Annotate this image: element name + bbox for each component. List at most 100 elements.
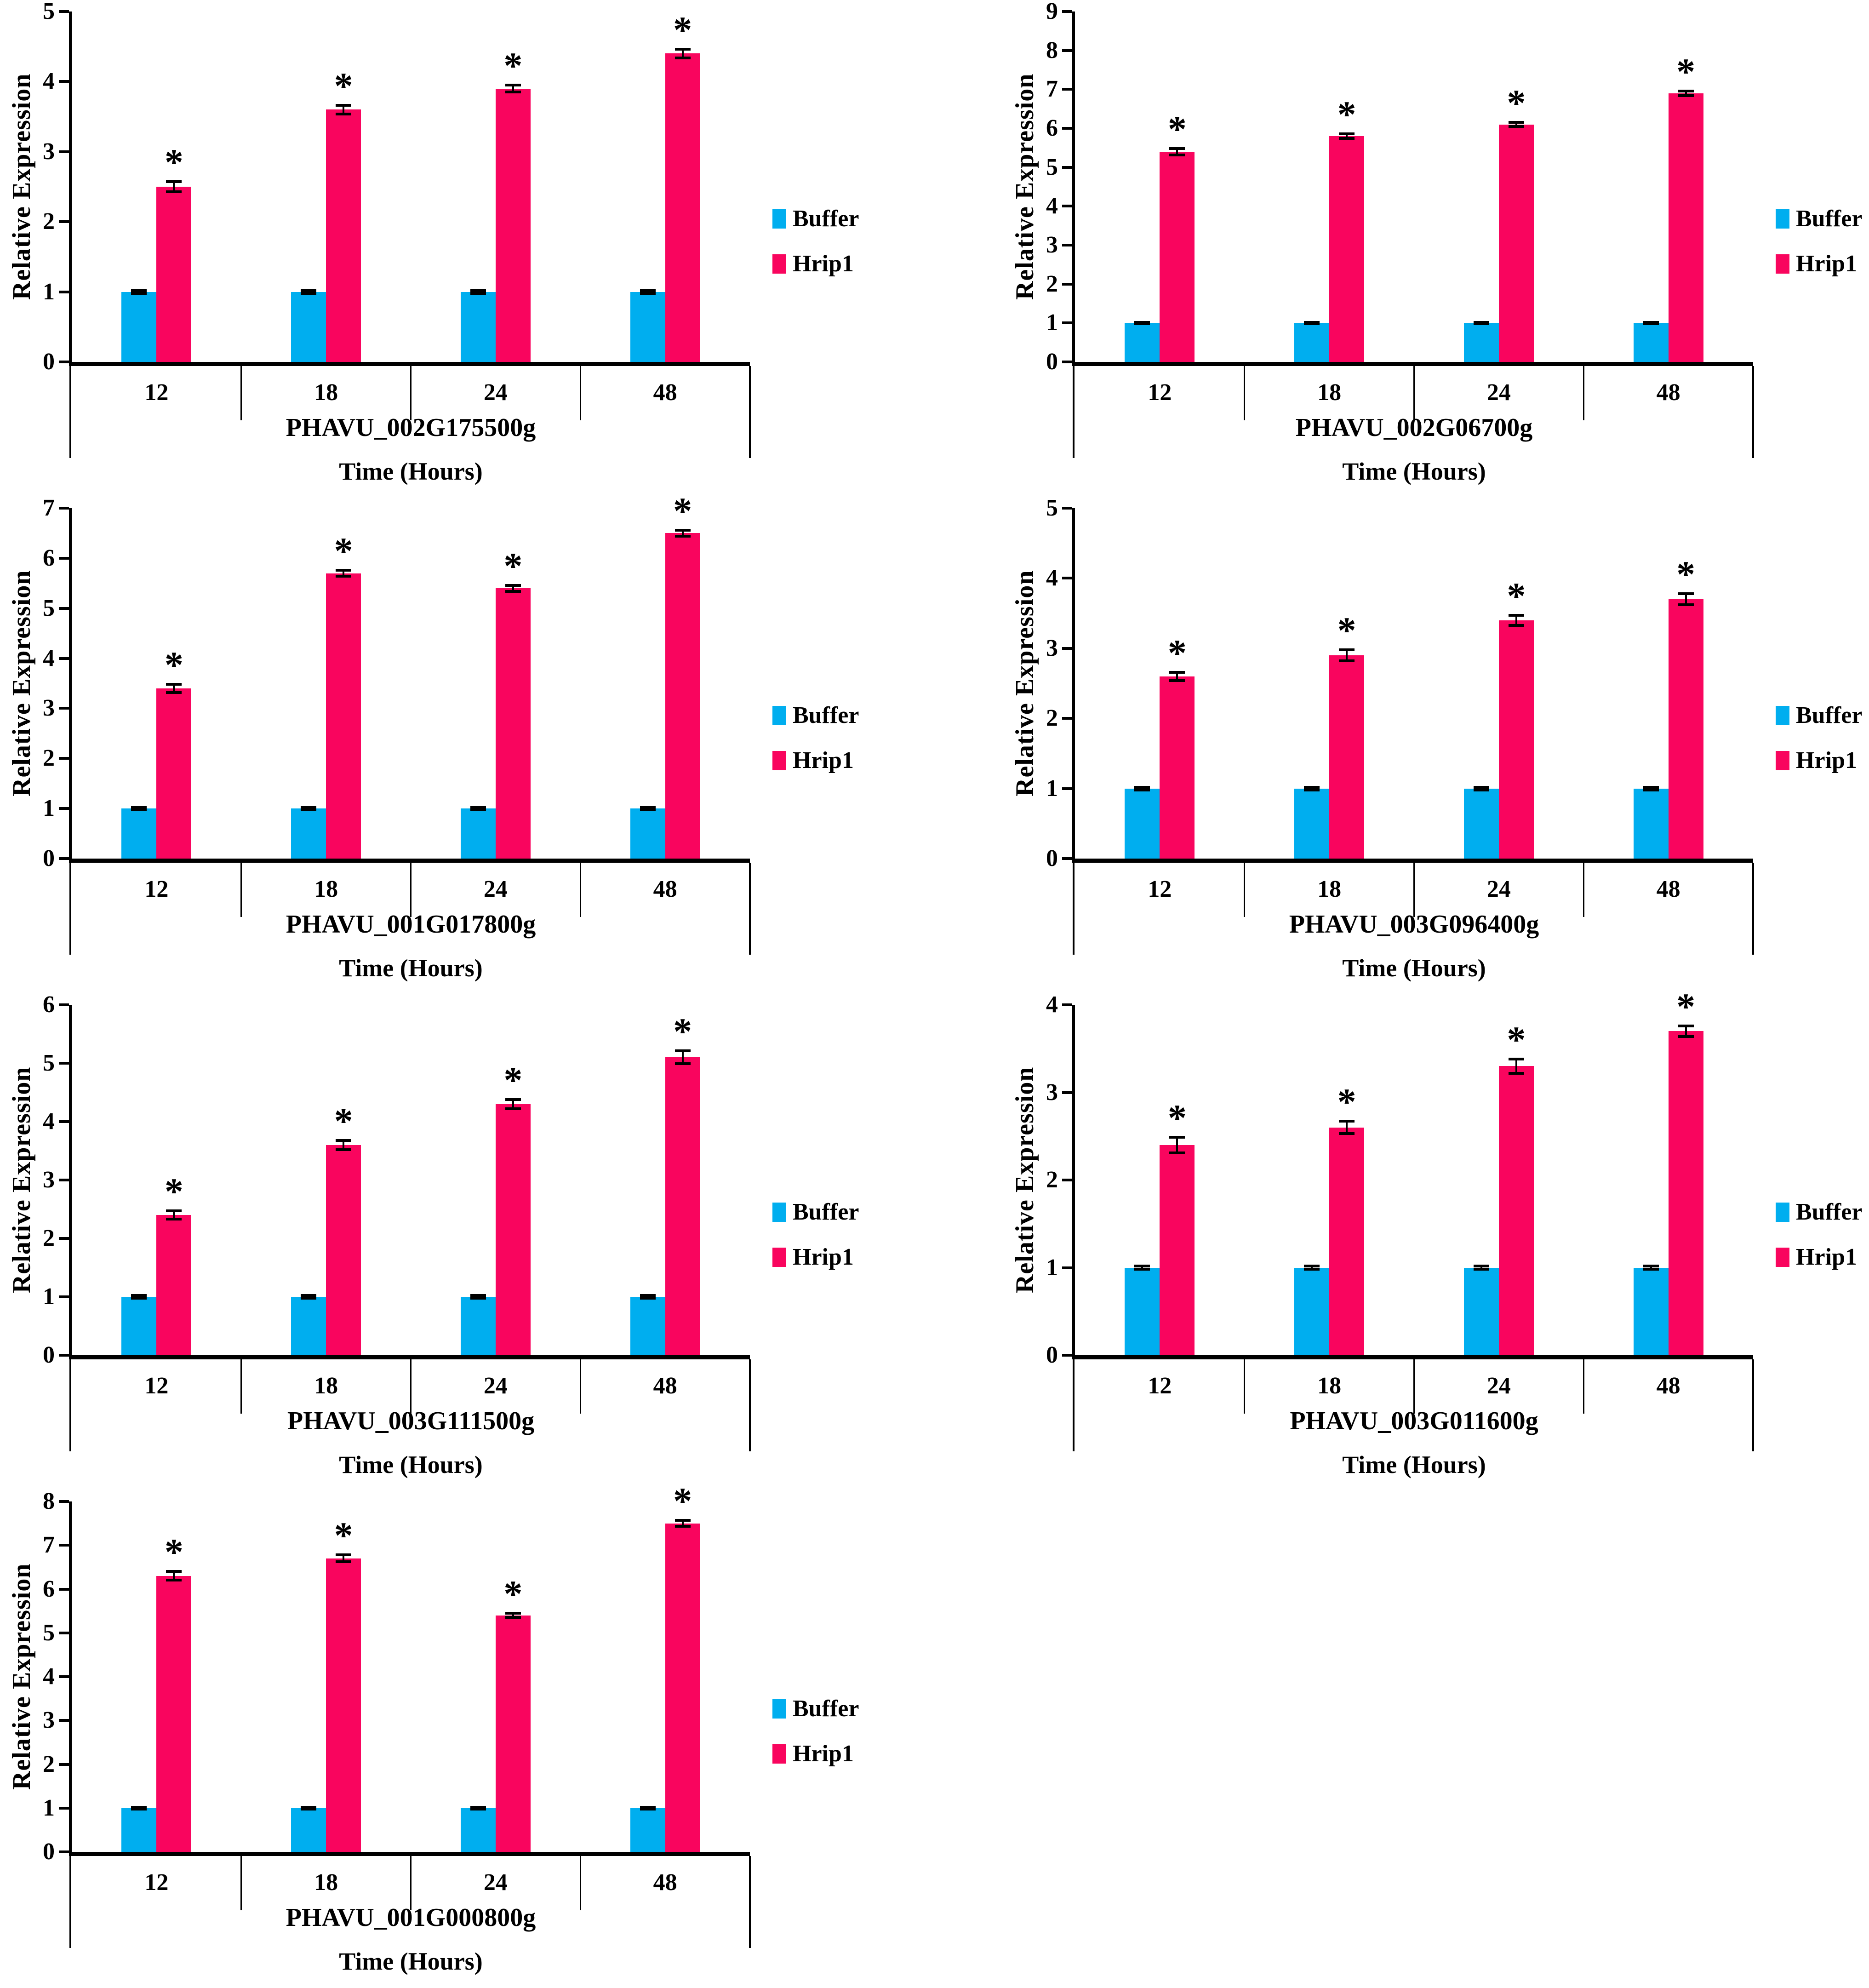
significance-star: * [1676, 553, 1696, 595]
error-bar-cap [470, 1807, 486, 1810]
hrip1-bar [495, 1615, 531, 1852]
category-outer-line [1752, 366, 1754, 458]
error-bar-line [1515, 615, 1517, 625]
y-tick [59, 707, 69, 710]
error-bar-cap [505, 91, 521, 94]
category-label: 12 [1148, 876, 1172, 902]
error-bar-cap [505, 1098, 521, 1101]
x-axis-title: Time (Hours) [1342, 954, 1486, 982]
error-bar-cap [470, 292, 486, 295]
buffer-bar [121, 292, 157, 362]
y-tick [1062, 717, 1072, 720]
hrip1-swatch [772, 254, 786, 274]
error-bar-cap [1169, 153, 1185, 156]
y-tick [59, 1806, 69, 1810]
error-bar-line [1480, 1266, 1482, 1270]
legend-label-buffer: Buffer [1796, 702, 1863, 728]
significance-star: * [334, 1514, 353, 1557]
error-bar-cap [301, 1296, 317, 1300]
y-tick-label: 7 [43, 495, 55, 521]
y-tick-label: 2 [43, 1225, 55, 1251]
category-label: 48 [1656, 1373, 1680, 1399]
error-bar-cap [1304, 1268, 1320, 1271]
y-tick-label: 0 [1046, 349, 1058, 375]
error-bar-cap [470, 1294, 486, 1297]
error-bar-line [173, 684, 175, 693]
category-separator [240, 366, 242, 420]
significance-star: * [1167, 108, 1187, 150]
error-bar-cap [1169, 670, 1185, 674]
category-outer-line [69, 1856, 71, 1948]
error-bar-cap [674, 1062, 691, 1066]
error-bar-line [1480, 787, 1482, 790]
figure-cell: Relative Expression 0 1 2 3 4 5 6 * * * * PHAVU_00… [0, 991, 934, 1490]
buffer-bar [460, 1297, 496, 1355]
error-bar-line [173, 182, 175, 192]
error-bar-line [1650, 787, 1652, 790]
category-label: 18 [1317, 379, 1342, 406]
y-tick-label: 0 [1046, 845, 1058, 871]
chart-phavu-002g175500g: Relative Expression 0 1 2 3 4 5 * * * * PHAVU_002… [0, 0, 910, 497]
buffer-bar [291, 1808, 326, 1852]
x-axis-area: PHAVU_003G111500g Time (Hours) 12 18 24 48 [69, 1359, 751, 1485]
y-tick-label: 8 [43, 1488, 55, 1514]
buffer-bar [1633, 788, 1669, 859]
y-tick-label: 6 [1046, 115, 1058, 141]
hrip1-bar [1329, 655, 1365, 859]
error-bar-cap [1339, 137, 1355, 140]
y-tick [59, 290, 69, 293]
y-tick-label: 5 [43, 1050, 55, 1076]
hrip1-bar [1160, 676, 1195, 859]
error-bar-cap [166, 691, 182, 694]
figure-cell: Relative Expression 0 1 2 3 4 5 6 7 8 9 * * * * PHAVU… [934, 0, 1869, 497]
hrip1-bar [665, 1057, 700, 1355]
buffer-bar [1633, 1267, 1669, 1355]
y-tick [59, 857, 69, 860]
error-bar-cap [1339, 659, 1355, 663]
y-tick-label: 4 [1046, 565, 1058, 591]
legend-label-hrip1: Hrip1 [793, 1244, 854, 1270]
category-outer-line [1073, 1359, 1075, 1451]
error-bar-cap [336, 112, 352, 115]
significance-star: * [164, 1531, 183, 1573]
y-tick [59, 1763, 69, 1766]
significance-star: * [673, 1479, 692, 1522]
y-tick-label: 4 [43, 1108, 55, 1134]
y-tick [1062, 1003, 1072, 1006]
category-separator [410, 366, 412, 420]
legend-item-buffer: Buffer [772, 1200, 859, 1224]
error-bar-cap [470, 1296, 486, 1300]
error-bar-line [1346, 649, 1348, 661]
significance-star: * [673, 489, 692, 532]
hrip1-bar [665, 53, 700, 362]
hrip1-bar [326, 573, 361, 859]
error-bar-cap [640, 1807, 656, 1810]
significance-star: * [1507, 82, 1526, 124]
category-separator [579, 366, 581, 420]
error-bar-cap [131, 806, 147, 809]
category-separator [1583, 863, 1584, 917]
y-tick [59, 150, 69, 153]
buffer-bar [291, 808, 326, 859]
y-tick [59, 1354, 69, 1357]
y-tick [1062, 10, 1072, 13]
y-tick-label: 2 [43, 1751, 55, 1777]
error-bar-cap [640, 1805, 656, 1809]
legend: Buffer Hrip1 [1776, 1200, 1862, 1269]
hrip1-bar [495, 1104, 531, 1355]
error-bar-cap [1339, 1132, 1355, 1135]
buffer-bar [1294, 788, 1330, 859]
category-label: 24 [1486, 1373, 1511, 1399]
significance-star: * [334, 1100, 353, 1142]
legend-label-buffer: Buffer [793, 702, 859, 728]
hrip1-bar [1498, 620, 1534, 859]
error-bar-cap [1134, 785, 1150, 789]
error-bar-cap [1678, 94, 1694, 97]
error-bar-cap [1643, 322, 1659, 326]
legend: Buffer Hrip1 [1776, 207, 1862, 276]
legend-label-hrip1: Hrip1 [793, 747, 854, 773]
hrip1-bar [1668, 1031, 1703, 1355]
error-bar-cap [166, 180, 182, 183]
y-tick [59, 1237, 69, 1240]
